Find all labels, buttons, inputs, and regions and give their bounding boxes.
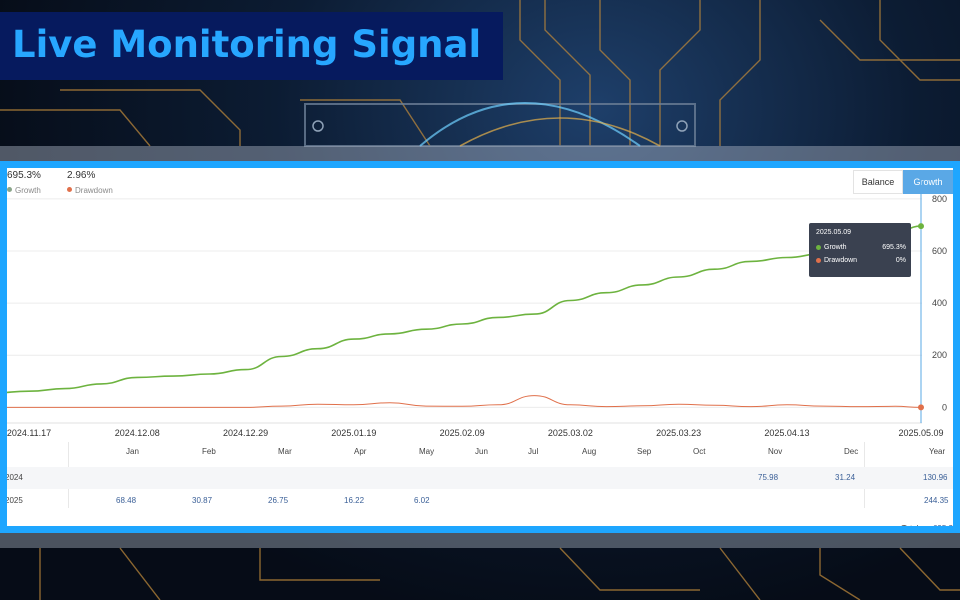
x-tick-label-4: 2025.02.09 xyxy=(440,428,485,438)
x-tick-label-8: 2025.05.09 xyxy=(898,428,943,438)
title-banner: Live Monitoring Signal xyxy=(0,12,503,80)
growth-button[interactable]: Growth xyxy=(903,170,953,194)
growth-chart: 0 200 400 600 800 2024.11.17 2024.12.08 2024.12… xyxy=(7,178,947,438)
bottom-strip xyxy=(0,532,960,548)
row-2025-may: 6.02 xyxy=(414,496,430,505)
growth-last-point xyxy=(918,223,924,230)
tooltip-row-growth: Growth 695.3% xyxy=(816,244,906,251)
tooltip-growth-value: 695.3% xyxy=(882,244,906,251)
header-may: May xyxy=(419,447,435,456)
header-feb: Feb xyxy=(202,447,216,456)
drawdown-stat-legend: Drawdown xyxy=(67,186,113,195)
x-tick-label-6: 2025.03.23 xyxy=(656,428,701,438)
x-tick-label-1: 2024.12.08 xyxy=(115,428,160,438)
growth-stat-label: Growth xyxy=(15,186,41,195)
y-tick-label-1: 200 xyxy=(932,350,947,360)
x-tick-label-0: 2024.11.17 xyxy=(7,428,51,438)
header-nov: Nov xyxy=(768,447,783,456)
drawdown-series-line xyxy=(7,395,922,408)
table-header-row: Jan Feb Mar Apr May Jun Jul Aug Sep Oct … xyxy=(7,442,953,462)
drawdown-stat: 2.96% Drawdown xyxy=(67,170,113,195)
growth-stat-legend: Growth xyxy=(7,186,41,195)
tooltip-growth-name: Growth xyxy=(824,244,847,251)
tooltip-drawdown-dot xyxy=(816,258,821,263)
header-aug: Aug xyxy=(582,447,597,456)
balance-button[interactable]: Balance xyxy=(853,170,903,194)
chart-panel-inner: 695.3% Growth 2.96% Drawdown Balance Gro… xyxy=(7,168,953,526)
chart-tooltip: 2025.05.09 Growth 695.3% Drawdown 0% xyxy=(809,223,911,277)
row-2024-nov: 75.98 xyxy=(758,473,779,482)
row-2024-year-total: 130.96 xyxy=(923,473,948,482)
tooltip-growth-dot xyxy=(816,245,821,250)
tooltip-drawdown-value: 0% xyxy=(895,257,906,264)
row-2025-mar: 26.75 xyxy=(268,496,289,505)
x-tick-label-7: 2025.04.13 xyxy=(764,428,809,438)
y-tick-label-3: 600 xyxy=(932,246,947,256)
header-sep: Sep xyxy=(637,447,652,456)
total-value: 695.3 xyxy=(932,524,953,533)
y-tick-label-4: 800 xyxy=(932,194,947,204)
y-tick-label-2: 400 xyxy=(932,298,947,308)
row-2025-feb: 30.87 xyxy=(192,496,213,505)
x-tick-label-5: 2025.03.02 xyxy=(548,428,593,438)
header-jul: Jul xyxy=(528,447,539,456)
growth-stat: 695.3% Growth xyxy=(7,170,41,195)
table-row-2025: 2025 68.48 30.87 26.75 16.22 6.02 244.35 xyxy=(7,490,953,512)
tooltip-row-drawdown: Drawdown 0% xyxy=(816,257,906,264)
y-tick-label-0: 0 xyxy=(942,402,947,412)
header-jun: Jun xyxy=(475,447,488,456)
header-dec: Dec xyxy=(844,447,859,456)
drawdown-legend-dot xyxy=(67,187,72,192)
total-label: Total: xyxy=(901,524,921,533)
drawdown-stat-value: 2.96% xyxy=(67,170,96,181)
table-total: Total: 695.3 xyxy=(901,524,953,533)
growth-legend-dot xyxy=(7,187,12,192)
row-2025-apr: 16.22 xyxy=(344,496,365,505)
header-year: Year xyxy=(929,447,946,456)
header-apr: Apr xyxy=(354,447,367,456)
row-2025-year: 2025 xyxy=(5,496,23,505)
row-2024-year: 2024 xyxy=(5,473,23,482)
drawdown-last-point xyxy=(918,404,924,411)
chart-panel: 695.3% Growth 2.96% Drawdown Balance Gro… xyxy=(0,161,960,533)
tooltip-drawdown-name: Drawdown xyxy=(824,257,858,264)
header-jan: Jan xyxy=(126,447,139,456)
row-2024-dec: 31.24 xyxy=(835,473,856,482)
x-tick-label-2: 2024.12.29 xyxy=(223,428,268,438)
banner-title: Live Monitoring Signal xyxy=(12,23,482,66)
table-row-2024: 2024 75.98 31.24 130.96 xyxy=(7,467,953,489)
row-2025-jan: 68.48 xyxy=(116,496,137,505)
drawdown-stat-label: Drawdown xyxy=(75,186,113,195)
header-oct: Oct xyxy=(693,447,706,456)
growth-series-line xyxy=(7,225,922,394)
header-mar: Mar xyxy=(278,447,292,456)
tooltip-date: 2025.05.09 xyxy=(816,229,852,236)
chart-mode-toggle: Balance Growth xyxy=(853,170,953,194)
top-strip xyxy=(0,146,960,164)
growth-stat-value: 695.3% xyxy=(7,170,41,181)
row-2025-year-total: 244.35 xyxy=(924,496,949,505)
x-tick-label-3: 2025.01.19 xyxy=(331,428,376,438)
